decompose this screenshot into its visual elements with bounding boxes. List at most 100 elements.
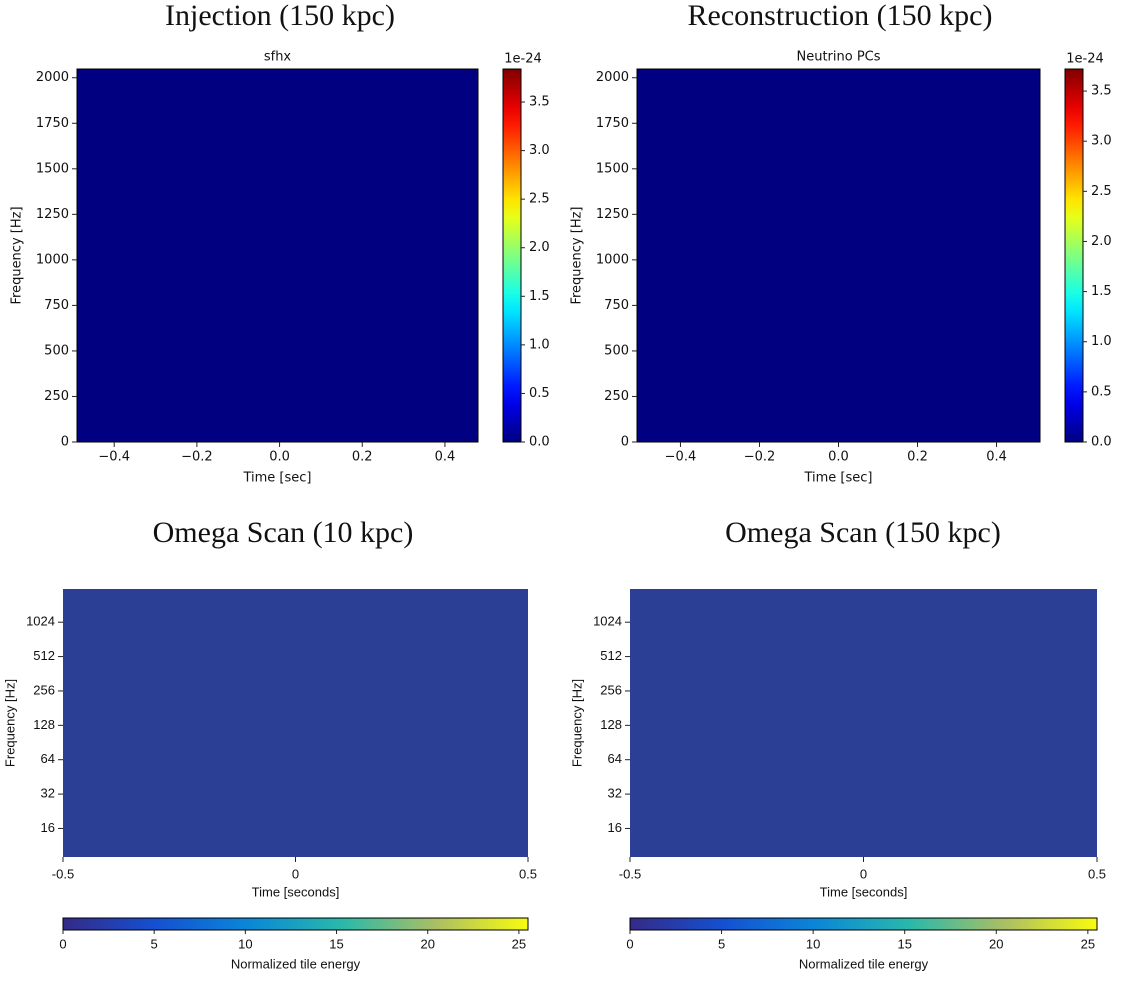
y-tick-label: 1750 [36,116,69,131]
colorbar-tick-label: 15 [897,936,911,951]
y-tick-label: 1024 [26,614,55,629]
colorbar-tick-label: 2.5 [529,192,550,207]
y-tick-label: 1500 [36,161,69,176]
y-tick-label: 1000 [36,252,69,267]
x-tick-label: 0 [860,866,867,881]
y-tick-label: 750 [44,298,69,313]
colorbar [1064,68,1084,443]
colorbar-tick-label: 1.0 [1091,334,1112,349]
plot-frame [76,68,479,443]
x-axis-label: Time [sec] [803,471,872,486]
y-tick-label: 750 [604,298,629,313]
colorbar-tick-label: 5 [151,936,158,951]
colorbar-tick-label: 10 [806,936,820,951]
x-tick-label: -0.5 [619,866,641,881]
x-tick-label: 0.0 [828,450,849,465]
colorbar-label: Normalized tile energy [799,956,929,971]
colorbar-tick-label: 2.5 [1091,184,1112,199]
plot-background [630,589,1097,857]
y-tick-label: 64 [41,751,55,766]
panel-title: Omega Scan (150 kpc) [725,516,1001,549]
colorbar-tick-label: 2.0 [1091,234,1112,249]
colorbar-tick-label: 0.5 [1091,384,1112,399]
panel-title: Omega Scan (10 kpc) [153,516,414,549]
y-tick-label: 256 [600,682,622,697]
colorbar-tick-label: 25 [512,936,526,951]
y-tick-label: 0 [61,435,69,450]
colorbar-tick-label: 3.5 [529,95,550,110]
x-tick-label: 0.0 [269,450,290,465]
colorbar-offset: 1e-24 [504,52,542,67]
y-tick-label: 2000 [596,70,629,85]
y-tick-label: 512 [33,648,55,663]
y-tick-label: 256 [33,682,55,697]
x-tick-label: −0.4 [98,450,130,465]
y-tick-label: 1000 [596,252,629,267]
colorbar-tick-label: 20 [989,936,1003,951]
y-tick-label: 1250 [596,207,629,222]
x-tick-label: −0.2 [744,450,776,465]
y-tick-label: 250 [604,389,629,404]
colorbar-tick-label: 1.5 [1091,284,1112,299]
y-tick-label: 0 [621,435,629,450]
x-axis-label: Time [seconds] [252,884,340,899]
y-tick-label: 16 [41,820,55,835]
colorbar-label: Normalized tile energy [231,956,361,971]
y-axis-label: Frequency [Hz] [10,206,25,304]
colorbar-tick-label: 3.5 [1091,84,1112,99]
colorbar-tick-label: 0 [626,936,633,951]
colorbar [62,917,529,931]
y-tick-label: 128 [600,717,622,732]
panel-title: Injection (150 kpc) [165,0,395,32]
x-tick-label: -0.5 [52,866,74,881]
x-tick-label: 0.2 [907,450,928,465]
y-tick-label: 128 [33,717,55,732]
x-axis-label: Time [sec] [242,471,311,486]
colorbar [502,68,522,443]
colorbar-tick-label: 0.0 [1091,435,1112,450]
y-tick-label: 32 [41,786,55,801]
y-tick-label: 32 [608,786,622,801]
colorbar-tick-label: 5 [718,936,725,951]
y-tick-label: 1250 [36,207,69,222]
subtitle: Neutrino PCs [796,50,880,65]
y-tick-label: 1750 [596,116,629,131]
y-tick-label: 1024 [593,614,622,629]
colorbar-tick-label: 25 [1081,936,1095,951]
x-axis-label: Time [seconds] [820,884,908,899]
y-tick-label: 500 [604,343,629,358]
plot-background [63,589,528,857]
x-tick-label: −0.2 [181,450,213,465]
y-tick-label: 16 [608,820,622,835]
plot-background [637,69,1040,442]
panel-title: Reconstruction (150 kpc) [688,0,993,32]
colorbar [629,917,1098,931]
y-axis-label: Frequency [Hz] [569,679,584,767]
y-axis-label: Frequency [Hz] [2,679,17,767]
colorbar-tick-label: 3.0 [529,143,550,158]
colorbar-tick-label: 1.0 [529,337,550,352]
y-tick-label: 250 [44,389,69,404]
x-tick-label: 0.5 [519,866,537,881]
colorbar-tick-label: 2.0 [529,240,550,255]
colorbar-tick-label: 0.5 [529,386,550,401]
colorbar-tick-label: 1.5 [529,289,550,304]
y-tick-label: 64 [608,751,622,766]
colorbar-tick-label: 10 [238,936,252,951]
plot-background [77,69,478,442]
x-tick-label: 0 [292,866,299,881]
subtitle: sfhx [264,50,292,65]
x-tick-label: 0.4 [986,450,1007,465]
y-tick-label: 1500 [596,161,629,176]
y-tick-label: 500 [44,343,69,358]
colorbar-offset: 1e-24 [1066,52,1104,67]
colorbar-tick-label: 15 [329,936,343,951]
colorbar-tick-label: 0.0 [529,435,550,450]
y-axis-label: Frequency [Hz] [570,206,585,304]
x-tick-label: −0.4 [665,450,697,465]
colorbar-tick-label: 20 [420,936,434,951]
colorbar-tick-label: 3.0 [1091,134,1112,149]
y-tick-label: 2000 [36,70,69,85]
x-tick-label: 0.5 [1088,866,1106,881]
